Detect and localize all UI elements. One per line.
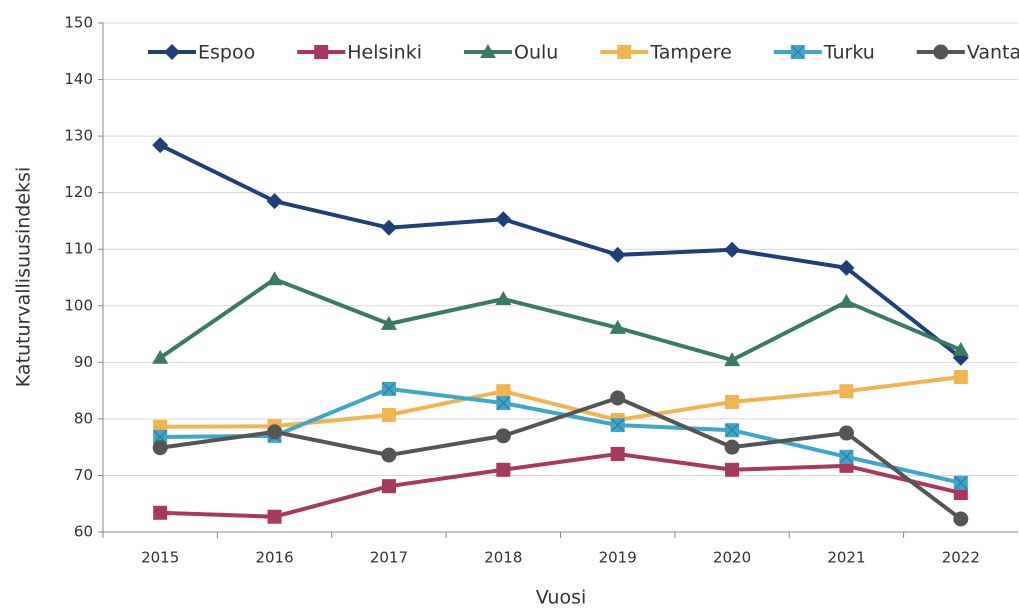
y-tick-label: 150 — [64, 14, 93, 32]
marker — [952, 341, 969, 356]
marker — [610, 446, 625, 461]
line — [159, 395, 963, 521]
x-tick-label: 2019 — [599, 549, 637, 567]
x-tick-label: 2020 — [713, 549, 751, 567]
marker — [838, 259, 855, 276]
legend-marker — [617, 45, 632, 59]
y-axis-label: Katuturvallisuusindeksi — [13, 167, 35, 387]
x-tick-label: 2022 — [942, 549, 980, 567]
x-tick-label: 2018 — [484, 549, 522, 567]
legend-label: Vantaa — [967, 42, 1019, 64]
legend-label: Espoo — [198, 42, 255, 64]
marker-cross — [954, 476, 968, 490]
marker — [381, 479, 396, 494]
marker — [838, 425, 854, 441]
marker — [152, 440, 168, 456]
marker-cross — [725, 423, 739, 437]
line — [160, 375, 962, 429]
marker — [496, 384, 511, 399]
line — [159, 277, 962, 363]
line — [160, 386, 962, 485]
x-tick-label: 2016 — [255, 549, 293, 567]
marker — [267, 424, 283, 440]
marker — [724, 352, 741, 367]
marker — [152, 349, 169, 364]
x-tick-label: 2017 — [370, 549, 408, 567]
marker — [266, 271, 283, 286]
marker — [266, 193, 283, 210]
marker — [953, 511, 969, 527]
legend-label: Tampere — [649, 42, 731, 64]
marker-cross — [611, 418, 625, 432]
legend-label: Turku — [823, 42, 875, 64]
legend-marker — [164, 44, 180, 60]
x-tick-label: 2015 — [141, 549, 179, 567]
legend-label: Oulu — [514, 42, 558, 64]
x-axis-label: Vuosi — [536, 587, 587, 609]
y-tick-label: 140 — [64, 70, 93, 88]
marker — [495, 211, 512, 228]
x-tick-label: 2021 — [827, 549, 865, 567]
y-tick-label: 120 — [64, 183, 93, 201]
marker-cross — [153, 430, 167, 444]
legend-label: Helsinki — [347, 42, 422, 64]
marker — [609, 246, 626, 263]
legend-marker-cross — [791, 45, 805, 59]
line — [160, 451, 962, 519]
legend-marker — [314, 45, 329, 59]
marker — [267, 509, 282, 524]
marker — [496, 462, 511, 477]
marker — [152, 137, 169, 154]
y-tick-label: 100 — [64, 296, 93, 314]
marker — [724, 241, 741, 258]
line — [159, 143, 963, 360]
legend-marker — [933, 44, 949, 60]
marker — [381, 407, 396, 422]
marker-cross — [382, 382, 396, 396]
y-tick-label: 90 — [74, 353, 93, 371]
y-tick-label: 60 — [74, 523, 93, 541]
marker — [380, 219, 397, 236]
marker — [725, 462, 740, 477]
marker — [838, 293, 855, 308]
marker — [381, 447, 397, 463]
y-tick-label: 110 — [64, 240, 93, 258]
marker — [953, 370, 968, 385]
y-tick-label: 80 — [74, 409, 93, 427]
marker — [609, 319, 626, 334]
marker — [495, 290, 512, 305]
marker — [380, 315, 397, 330]
marker — [725, 394, 740, 409]
marker — [724, 439, 740, 455]
marker-cross — [840, 450, 853, 464]
marker — [153, 505, 168, 520]
marker-cross — [496, 396, 510, 410]
y-tick-label: 70 — [74, 466, 93, 484]
marker — [839, 384, 854, 399]
legend-marker — [479, 44, 496, 58]
y-tick-label: 130 — [64, 127, 93, 145]
marker — [495, 428, 511, 444]
marker — [610, 390, 626, 406]
